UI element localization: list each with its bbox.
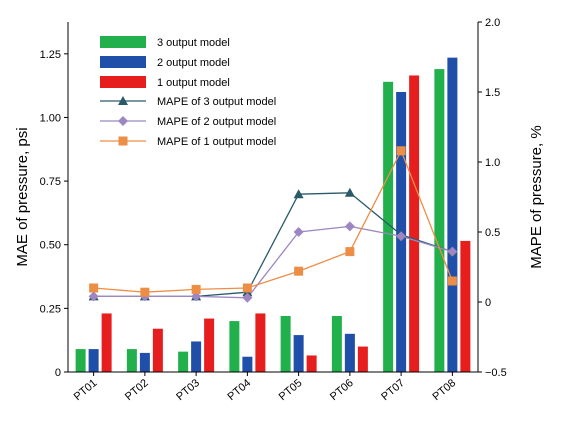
y-left-tick-label: 0.25 <box>40 303 61 315</box>
point-PT05-line-3 <box>294 266 304 276</box>
bar-PT01-series-2 <box>88 349 99 372</box>
y-left-tick-label: 0.75 <box>40 176 61 188</box>
legend-marker-line-3 <box>118 136 128 146</box>
legend-swatch-bar-2 <box>100 56 146 68</box>
line-series-3 <box>93 149 453 293</box>
point-PT08-line-2 <box>447 246 458 257</box>
bar-PT03-series-3 <box>204 318 215 372</box>
y-right-tick-label: 2.0 <box>485 17 500 29</box>
legend-label-line-2: MAPE of 2 output model <box>157 116 276 128</box>
y-left-tick-label: 0 <box>55 367 61 379</box>
lines-layer <box>88 146 458 303</box>
y-right-tick-label: 0 <box>485 297 491 309</box>
bar-PT08-series-1 <box>434 69 445 372</box>
bar-PT06-series-1 <box>331 316 342 372</box>
legend-label-line-1: MAPE of 3 output model <box>157 96 276 108</box>
line-series-2 <box>93 225 453 299</box>
point-PT01-line-3 <box>89 283 99 293</box>
y-right-tick-label: 1.0 <box>485 157 500 169</box>
point-PT08-line-3 <box>447 276 457 286</box>
point-PT05-line-2 <box>293 227 304 237</box>
bar-PT06-series-3 <box>357 346 368 372</box>
legend-label-line-3: MAPE of 1 output model <box>157 136 276 148</box>
bar-PT08-series-2 <box>447 57 458 373</box>
y-left-tick-label: 0.50 <box>40 240 61 252</box>
x-tick-label: PT07 <box>379 377 407 403</box>
bar-PT02-series-1 <box>126 349 137 372</box>
legend-swatch-bar-1 <box>100 36 146 48</box>
point-PT07-line-2 <box>396 231 407 242</box>
point-PT05-line-1 <box>293 189 304 199</box>
bar-PT03-series-2 <box>191 341 202 372</box>
bar-PT02-series-3 <box>152 328 163 372</box>
point-PT06-line-3 <box>345 247 355 257</box>
bar-PT03-series-1 <box>178 351 189 372</box>
x-tick-label: PT03 <box>174 377 202 403</box>
y-left-axis-title: MAE of pressure, psi <box>14 127 31 266</box>
x-tick-label: PT01 <box>72 377 100 403</box>
legend-label-bar-2: 2 output model <box>157 57 230 69</box>
bar-PT07-series-3 <box>409 75 420 373</box>
bar-PT07-series-1 <box>383 81 394 373</box>
bar-PT04-series-3 <box>255 313 266 372</box>
bar-PT04-series-1 <box>229 321 240 372</box>
y-left-tick-label: 1.25 <box>40 49 61 61</box>
x-tick-label: PT08 <box>430 377 458 403</box>
point-PT07-line-3 <box>396 146 406 156</box>
point-PT04-line-3 <box>242 283 252 293</box>
x-tick-label: PT04 <box>225 377 253 403</box>
legend: 3 output model 2 output model 1 output mod… <box>100 36 276 148</box>
point-PT06-line-2 <box>344 221 355 232</box>
y-right-tick-label: 1.5 <box>485 87 500 99</box>
y-right-axis-title: MAPE of pressure, % <box>528 125 545 268</box>
point-PT03-line-3 <box>191 284 201 294</box>
x-tick-label: PT05 <box>277 377 305 403</box>
legend-marker-line-2 <box>118 116 128 126</box>
bar-PT06-series-2 <box>344 333 355 372</box>
point-PT04-line-2 <box>242 292 253 303</box>
bar-PT05-series-1 <box>280 316 291 372</box>
point-PT06-line-1 <box>344 187 355 197</box>
bar-PT05-series-2 <box>293 335 304 372</box>
y-left-tick-label: 1.00 <box>40 112 61 124</box>
legend-swatch-bar-3 <box>100 76 146 88</box>
bar-PT01-series-1 <box>75 349 86 372</box>
x-tick-label: PT06 <box>328 377 356 403</box>
bar-PT08-series-3 <box>460 240 471 372</box>
legend-marker-line-1 <box>118 96 128 105</box>
bar-PT01-series-3 <box>101 313 112 372</box>
legend-label-bar-3: 1 output model <box>157 77 230 89</box>
legend-label-bar-1: 3 output model <box>157 37 230 49</box>
bar-PT05-series-3 <box>306 355 317 372</box>
bar-PT02-series-2 <box>139 352 150 372</box>
bar-PT04-series-2 <box>242 356 253 372</box>
x-tick-label: PT02 <box>123 377 151 403</box>
point-PT02-line-3 <box>140 287 150 297</box>
y-right-tick-label: −0.5 <box>485 367 507 379</box>
point-PT01-line-2 <box>88 291 99 302</box>
y-right-tick-label: 0.5 <box>485 227 500 239</box>
